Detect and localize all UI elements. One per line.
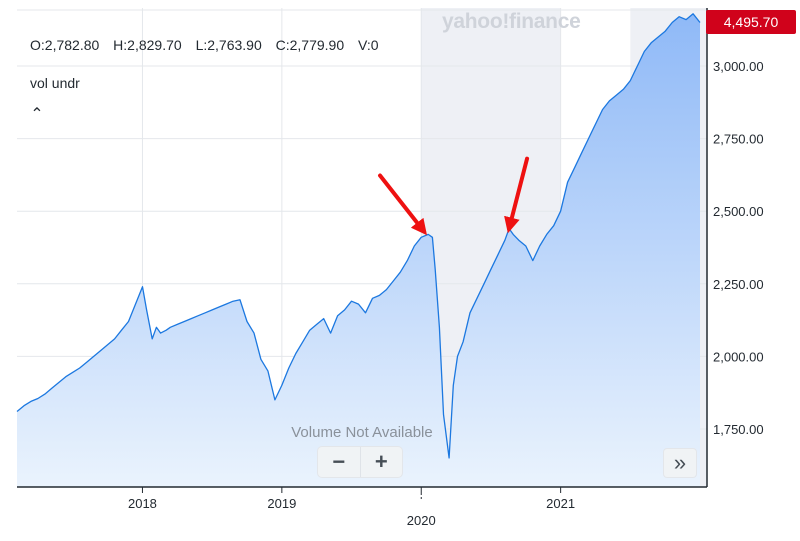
volume-value: V:0 <box>358 37 379 53</box>
x-tick-label: 2018 <box>128 496 157 511</box>
ohlc-readout: O:2,782.80 H:2,829.70 L:2,763.90 C:2,779… <box>30 37 389 53</box>
scroll-right-button[interactable]: » <box>664 449 696 477</box>
y-tick-label: 2,500.00 <box>713 204 764 219</box>
zoom-controls: − + <box>318 447 402 477</box>
x-tick-label: 2021 <box>546 496 575 511</box>
caret-up-icon[interactable]: ⌃ <box>30 106 44 123</box>
yahoo-finance-watermark: yahoo!finance <box>442 10 581 33</box>
annotation-layer <box>378 156 530 236</box>
y-tick-label: 2,750.00 <box>713 132 764 147</box>
zoom-in-button[interactable]: + <box>359 447 403 477</box>
high-value: H:2,829.70 <box>113 37 182 53</box>
annotation-arrow-1 <box>504 156 530 234</box>
volume-indicator-label: vol undr <box>30 75 80 91</box>
volume-not-available-text: Volume Not Available <box>291 424 433 441</box>
y-tick-label: 2,000.00 <box>713 349 764 364</box>
zoom-out-button[interactable]: − <box>332 449 346 474</box>
x-tick-label: 2020 <box>407 513 436 528</box>
y-tick-label: 2,250.00 <box>713 277 764 292</box>
close-value: C:2,779.90 <box>275 37 345 53</box>
current-price-badge: 4,495.70 <box>706 10 796 34</box>
series-line <box>16 13 701 459</box>
annotation-arrow-0 <box>378 173 427 236</box>
open-value: O:2,782.80 <box>30 37 100 53</box>
series-layer <box>16 13 701 488</box>
low-value: L:2,763.90 <box>195 37 262 53</box>
y-tick-label: 3,000.00 <box>713 59 764 74</box>
series-area <box>17 13 700 488</box>
axis-layer: 1,750.00 2,000.00 2,250.00 2,500.00 2,750.00… <box>17 8 764 528</box>
x-tick-label: 2019 <box>267 496 296 511</box>
y-tick-label: 1,750.00 <box>713 422 764 437</box>
